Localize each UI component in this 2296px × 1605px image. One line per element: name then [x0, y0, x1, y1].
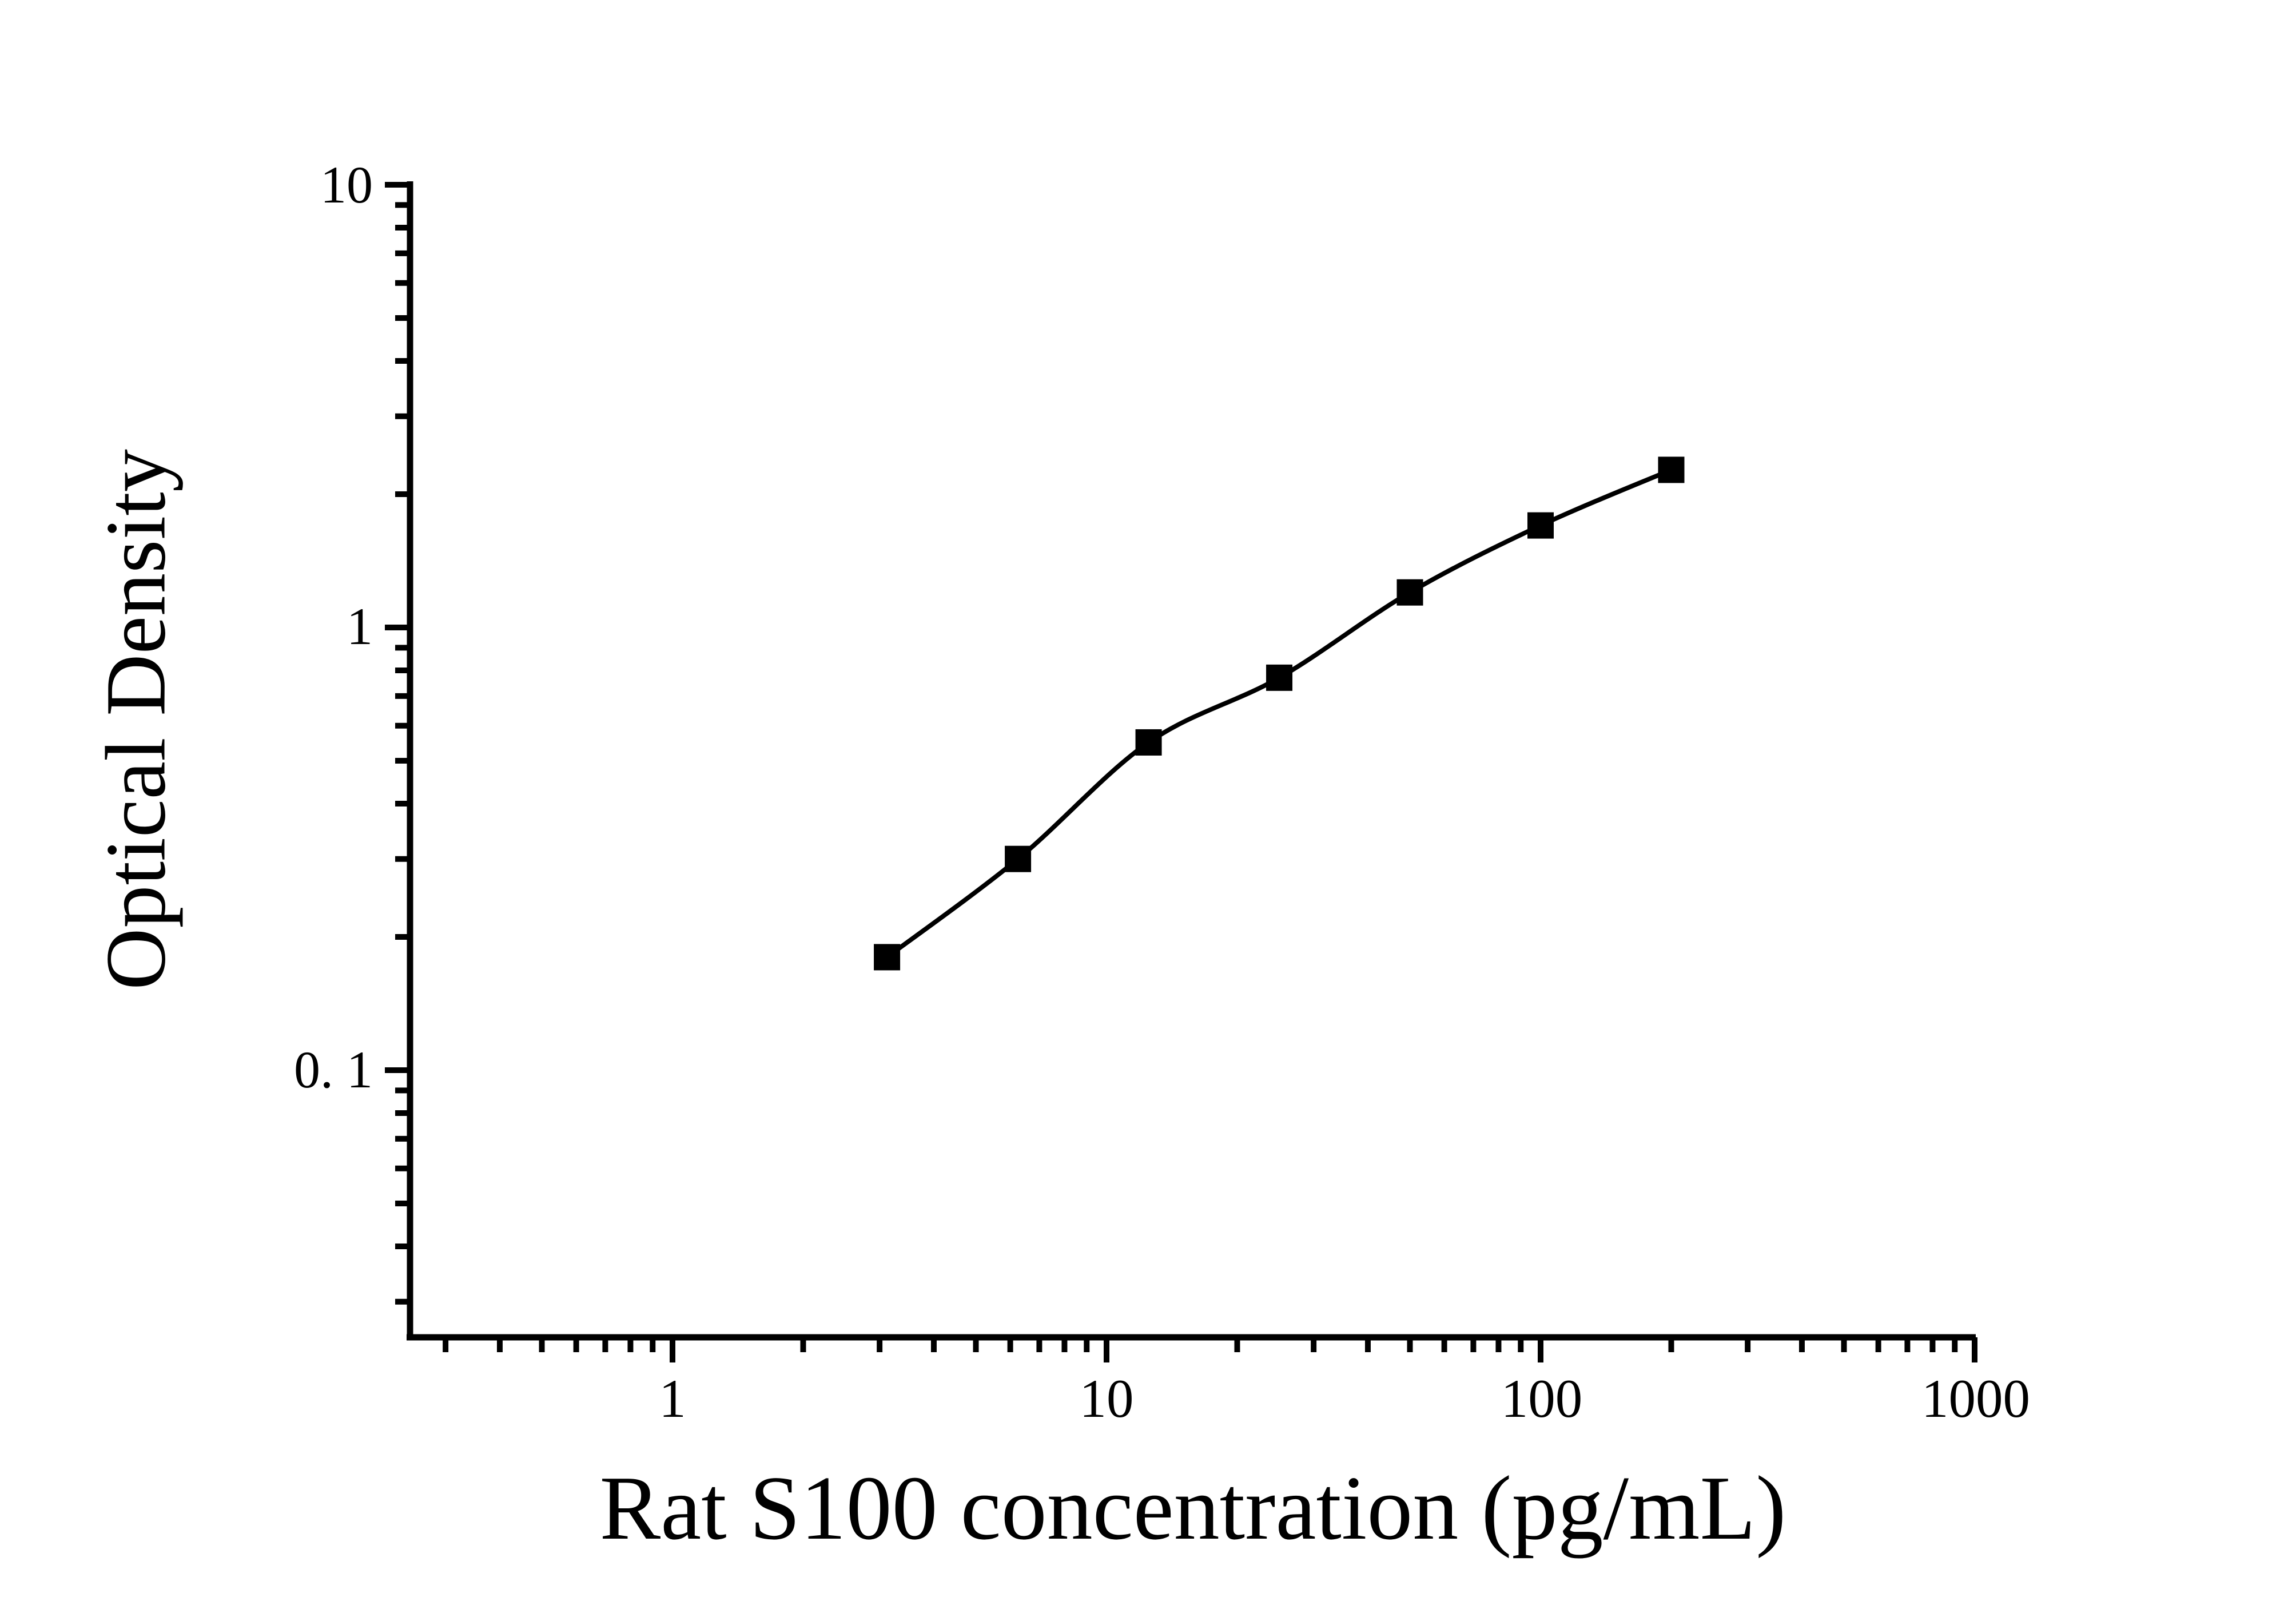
x-axis-title: Rat S100 concentration (pg/mL) [599, 1457, 1786, 1559]
data-point-marker [1527, 512, 1554, 539]
data-point-marker [874, 944, 901, 971]
standard-curve-line [885, 467, 1673, 959]
y-axis-title: Optical Density [88, 449, 184, 990]
x-tick-label-1: 1 [659, 1368, 686, 1429]
data-point-marker [1266, 664, 1293, 691]
x-tick-label-100: 100 [1501, 1368, 1583, 1429]
x-tick-label-1000: 1000 [1921, 1368, 2030, 1429]
data-point-marker [1658, 456, 1685, 483]
y-tick-label-0-1: 0. 1 [294, 1040, 373, 1099]
x-tick-label-10: 10 [1079, 1368, 1134, 1429]
y-tick-label-1: 1 [347, 597, 373, 656]
data-point-marker [1135, 729, 1162, 756]
data-point-marker [1005, 845, 1032, 872]
data-point-marker [1396, 579, 1423, 606]
y-tick-label-10: 10 [320, 156, 373, 214]
